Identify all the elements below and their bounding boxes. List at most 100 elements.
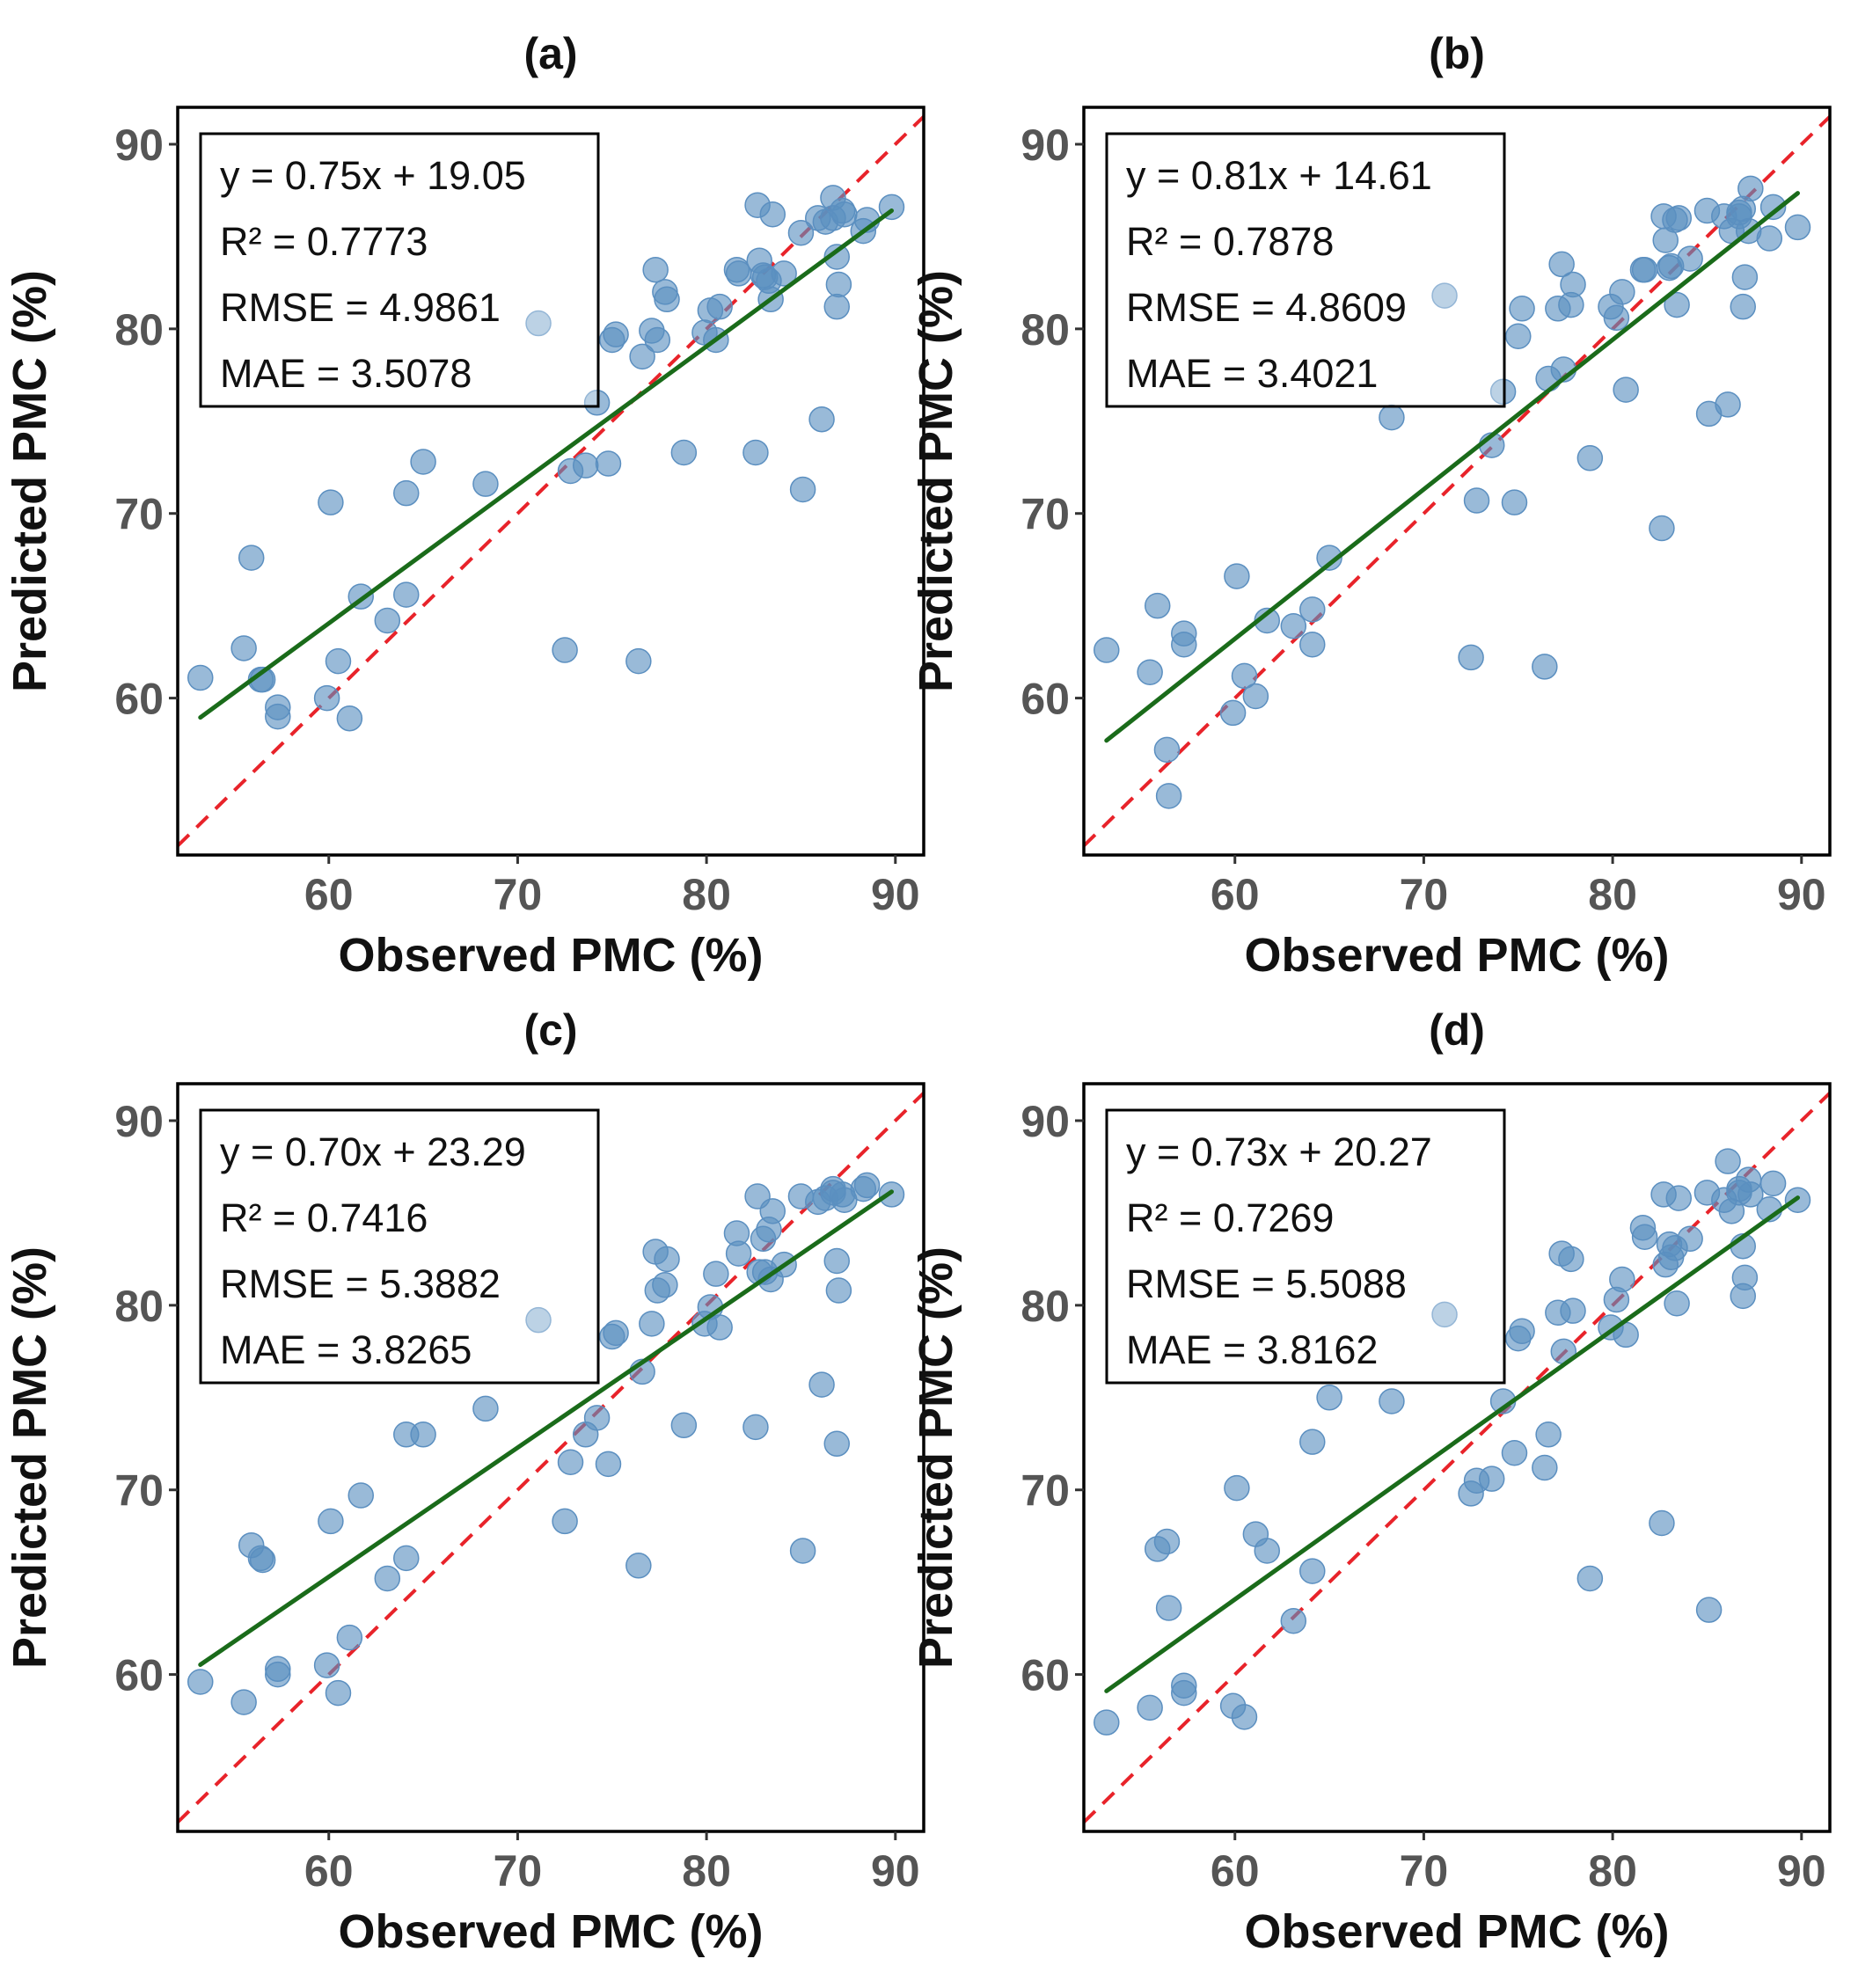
stats-r-squared: R² = 0.7416 bbox=[220, 1195, 428, 1240]
stats-equation: y = 0.75x + 19.05 bbox=[220, 153, 526, 198]
stats-r-squared: R² = 0.7269 bbox=[1126, 1195, 1334, 1240]
x-tick-label: 60 bbox=[304, 870, 354, 919]
fit-line bbox=[1104, 1195, 1801, 1693]
data-point bbox=[1535, 1422, 1562, 1448]
y-tick-label: 60 bbox=[1020, 675, 1070, 724]
data-point bbox=[230, 635, 257, 661]
data-point bbox=[1458, 644, 1484, 671]
x-tick-label: 90 bbox=[1777, 870, 1826, 919]
data-point bbox=[1730, 293, 1756, 320]
data-point bbox=[642, 256, 669, 283]
data-point bbox=[654, 1246, 680, 1273]
data-point bbox=[1603, 304, 1630, 332]
x-tick-label: 60 bbox=[1211, 870, 1260, 919]
data-point bbox=[238, 545, 265, 571]
data-point bbox=[670, 439, 698, 466]
data-point bbox=[853, 1172, 881, 1199]
data-point bbox=[759, 1198, 786, 1224]
data-point bbox=[759, 201, 786, 228]
data-points bbox=[1094, 1148, 1811, 1736]
panel-title: (a) bbox=[523, 29, 577, 78]
data-point bbox=[1631, 256, 1658, 283]
y-axis-label: Predicted PMC (%) bbox=[910, 1246, 962, 1669]
panel-title: (b) bbox=[1429, 29, 1485, 78]
data-point bbox=[313, 1652, 340, 1678]
data-point bbox=[552, 1508, 578, 1535]
y-tick-label: 90 bbox=[1020, 1097, 1070, 1146]
x-tick-label: 60 bbox=[1211, 1846, 1260, 1896]
panel-2: (b) 60 70 80 90 60 70 80 90 Observed PMC (%) Predi… bbox=[910, 29, 1832, 982]
y-tick-label: 70 bbox=[1020, 490, 1070, 539]
data-point bbox=[742, 439, 769, 466]
data-point bbox=[230, 1689, 257, 1715]
data-point bbox=[595, 450, 622, 477]
data-point bbox=[603, 1319, 629, 1347]
data-point bbox=[410, 449, 436, 475]
data-point bbox=[336, 1624, 363, 1651]
data-point bbox=[472, 1395, 499, 1422]
y-axis-label: Predicted PMC (%) bbox=[4, 270, 56, 692]
data-point bbox=[1316, 545, 1342, 571]
data-point bbox=[1609, 279, 1635, 305]
data-point bbox=[629, 343, 655, 370]
data-point bbox=[1548, 251, 1575, 278]
y-tick-label: 60 bbox=[114, 1651, 164, 1700]
data-point bbox=[742, 1414, 769, 1441]
data-point bbox=[1509, 1318, 1535, 1344]
data-point bbox=[1231, 1704, 1258, 1730]
identity-line bbox=[1084, 1092, 1830, 1824]
data-point bbox=[572, 452, 599, 479]
data-point bbox=[1505, 323, 1532, 349]
plot-frame bbox=[1082, 106, 1832, 857]
data-point bbox=[336, 705, 363, 732]
data-point bbox=[703, 1261, 729, 1287]
data-point bbox=[1431, 1301, 1458, 1328]
data-point bbox=[1576, 1565, 1604, 1592]
data-point bbox=[552, 637, 578, 663]
data-point bbox=[823, 244, 850, 270]
data-point bbox=[1731, 1264, 1759, 1291]
data-point bbox=[1463, 487, 1490, 514]
y-tick-label: 90 bbox=[114, 121, 164, 170]
data-point bbox=[1560, 1297, 1586, 1324]
data-point bbox=[187, 664, 214, 691]
y-tick-label: 80 bbox=[114, 305, 164, 354]
plot-frame bbox=[176, 106, 925, 857]
data-point bbox=[525, 310, 552, 337]
data-point bbox=[823, 293, 850, 320]
stats-box bbox=[199, 132, 600, 408]
data-point bbox=[1231, 662, 1258, 690]
data-point bbox=[1280, 1607, 1307, 1634]
data-point bbox=[808, 1371, 835, 1398]
x-tick-label: 70 bbox=[494, 870, 543, 919]
data-point bbox=[1153, 1528, 1181, 1555]
data-point bbox=[603, 321, 629, 347]
stats-rmse: RMSE = 5.5088 bbox=[1126, 1261, 1407, 1306]
data-point bbox=[1137, 1694, 1163, 1721]
data-point bbox=[325, 647, 352, 675]
data-point bbox=[1299, 596, 1326, 623]
data-point bbox=[1759, 194, 1787, 221]
data-point bbox=[1094, 637, 1120, 663]
data-point bbox=[878, 1181, 905, 1208]
y-tick-label: 80 bbox=[114, 1282, 164, 1331]
data-point bbox=[1715, 391, 1741, 418]
data-point bbox=[1649, 1509, 1675, 1537]
data-point bbox=[625, 1553, 652, 1579]
data-point bbox=[706, 293, 733, 320]
data-point bbox=[644, 326, 671, 354]
data-point bbox=[1631, 1224, 1658, 1250]
data-point bbox=[1094, 1709, 1120, 1736]
data-point bbox=[313, 684, 340, 712]
data-point bbox=[625, 647, 652, 675]
fit-line bbox=[198, 1189, 895, 1667]
data-point bbox=[318, 1508, 344, 1535]
data-point bbox=[1299, 1429, 1326, 1455]
x-tick-label: 80 bbox=[682, 1846, 731, 1896]
x-axis-label: Observed PMC (%) bbox=[1244, 929, 1669, 982]
data-point bbox=[249, 1546, 276, 1574]
stats-equation: y = 0.81x + 14.61 bbox=[1126, 153, 1432, 198]
data-point bbox=[410, 1422, 436, 1448]
data-point bbox=[1737, 175, 1764, 202]
